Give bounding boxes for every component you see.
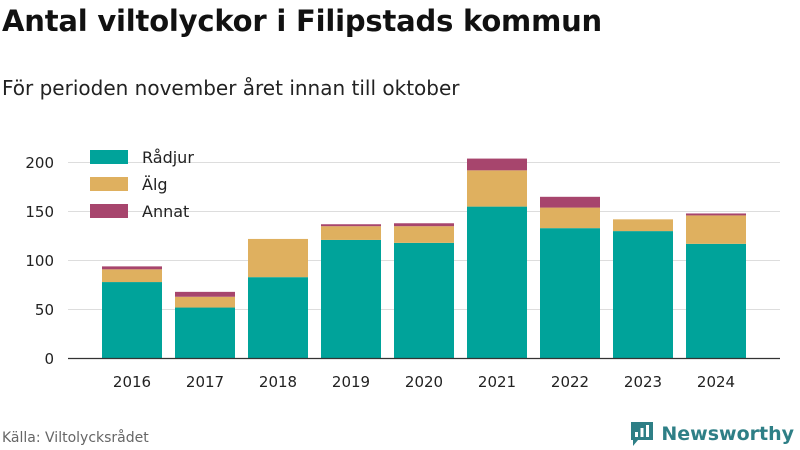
- x-tick-label: 2018: [259, 373, 297, 391]
- y-tick-label: 200: [25, 154, 54, 172]
- x-tick-label: 2019: [332, 373, 370, 391]
- newsworthy-logo-icon: [631, 422, 654, 446]
- bar-segment-rådjur: [686, 243, 746, 359]
- x-tick-label: 2023: [624, 373, 662, 391]
- bar-segment-älg: [613, 219, 673, 232]
- bar-segment-annat: [321, 224, 381, 227]
- brand[interactable]: Newsworthy: [629, 420, 794, 448]
- bar-segment-älg: [321, 226, 381, 240]
- bar-segment-älg: [102, 269, 162, 283]
- legend-label: Älg: [142, 175, 168, 194]
- x-tick-label: 2024: [697, 373, 735, 391]
- bar-segment-älg: [175, 296, 235, 308]
- bar-segment-annat: [540, 196, 600, 208]
- bar-segment-älg: [394, 226, 454, 243]
- bar-segment-rådjur: [467, 206, 527, 359]
- bar-segment-annat: [686, 213, 746, 216]
- bar-segment-älg: [686, 215, 746, 244]
- y-tick-label: 100: [25, 252, 54, 270]
- bar-segment-rådjur: [248, 277, 308, 359]
- x-tick-label: 2016: [113, 373, 151, 391]
- x-tick-label: 2017: [186, 373, 224, 391]
- brand-name: Newsworthy: [661, 423, 794, 445]
- bar-segment-rådjur: [613, 231, 673, 359]
- chart-subtitle: För perioden november året innan till ok…: [2, 76, 460, 100]
- source-note: Källa: Viltolycksrådet: [2, 430, 149, 446]
- x-tick-label: 2022: [551, 373, 589, 391]
- legend-label: Rådjur: [142, 148, 194, 167]
- bar-segment-annat: [102, 266, 162, 270]
- bar-segment-rådjur: [540, 228, 600, 359]
- x-tick-label: 2020: [405, 373, 443, 391]
- bar-segment-rådjur: [175, 307, 235, 359]
- chart-title: Antal viltolyckor i Filipstads kommun: [2, 4, 602, 38]
- legend-swatch: [90, 177, 128, 191]
- x-tick-label: 2021: [478, 373, 516, 391]
- legend-swatch: [90, 204, 128, 218]
- y-tick-label: 0: [44, 350, 54, 368]
- bar-segment-annat: [467, 158, 527, 171]
- bar-segment-annat: [175, 291, 235, 297]
- bar-segment-annat: [394, 223, 454, 227]
- bar-segment-älg: [540, 207, 600, 229]
- legend-label: Annat: [142, 202, 189, 221]
- bar-segment-älg: [467, 170, 527, 207]
- legend-swatch: [90, 150, 128, 164]
- y-tick-label: 50: [35, 301, 54, 319]
- y-tick-label: 150: [25, 203, 54, 221]
- bar-segment-rådjur: [321, 239, 381, 359]
- bar-segment-rådjur: [394, 242, 454, 359]
- bar-segment-älg: [248, 238, 308, 278]
- bar-segment-rådjur: [102, 282, 162, 359]
